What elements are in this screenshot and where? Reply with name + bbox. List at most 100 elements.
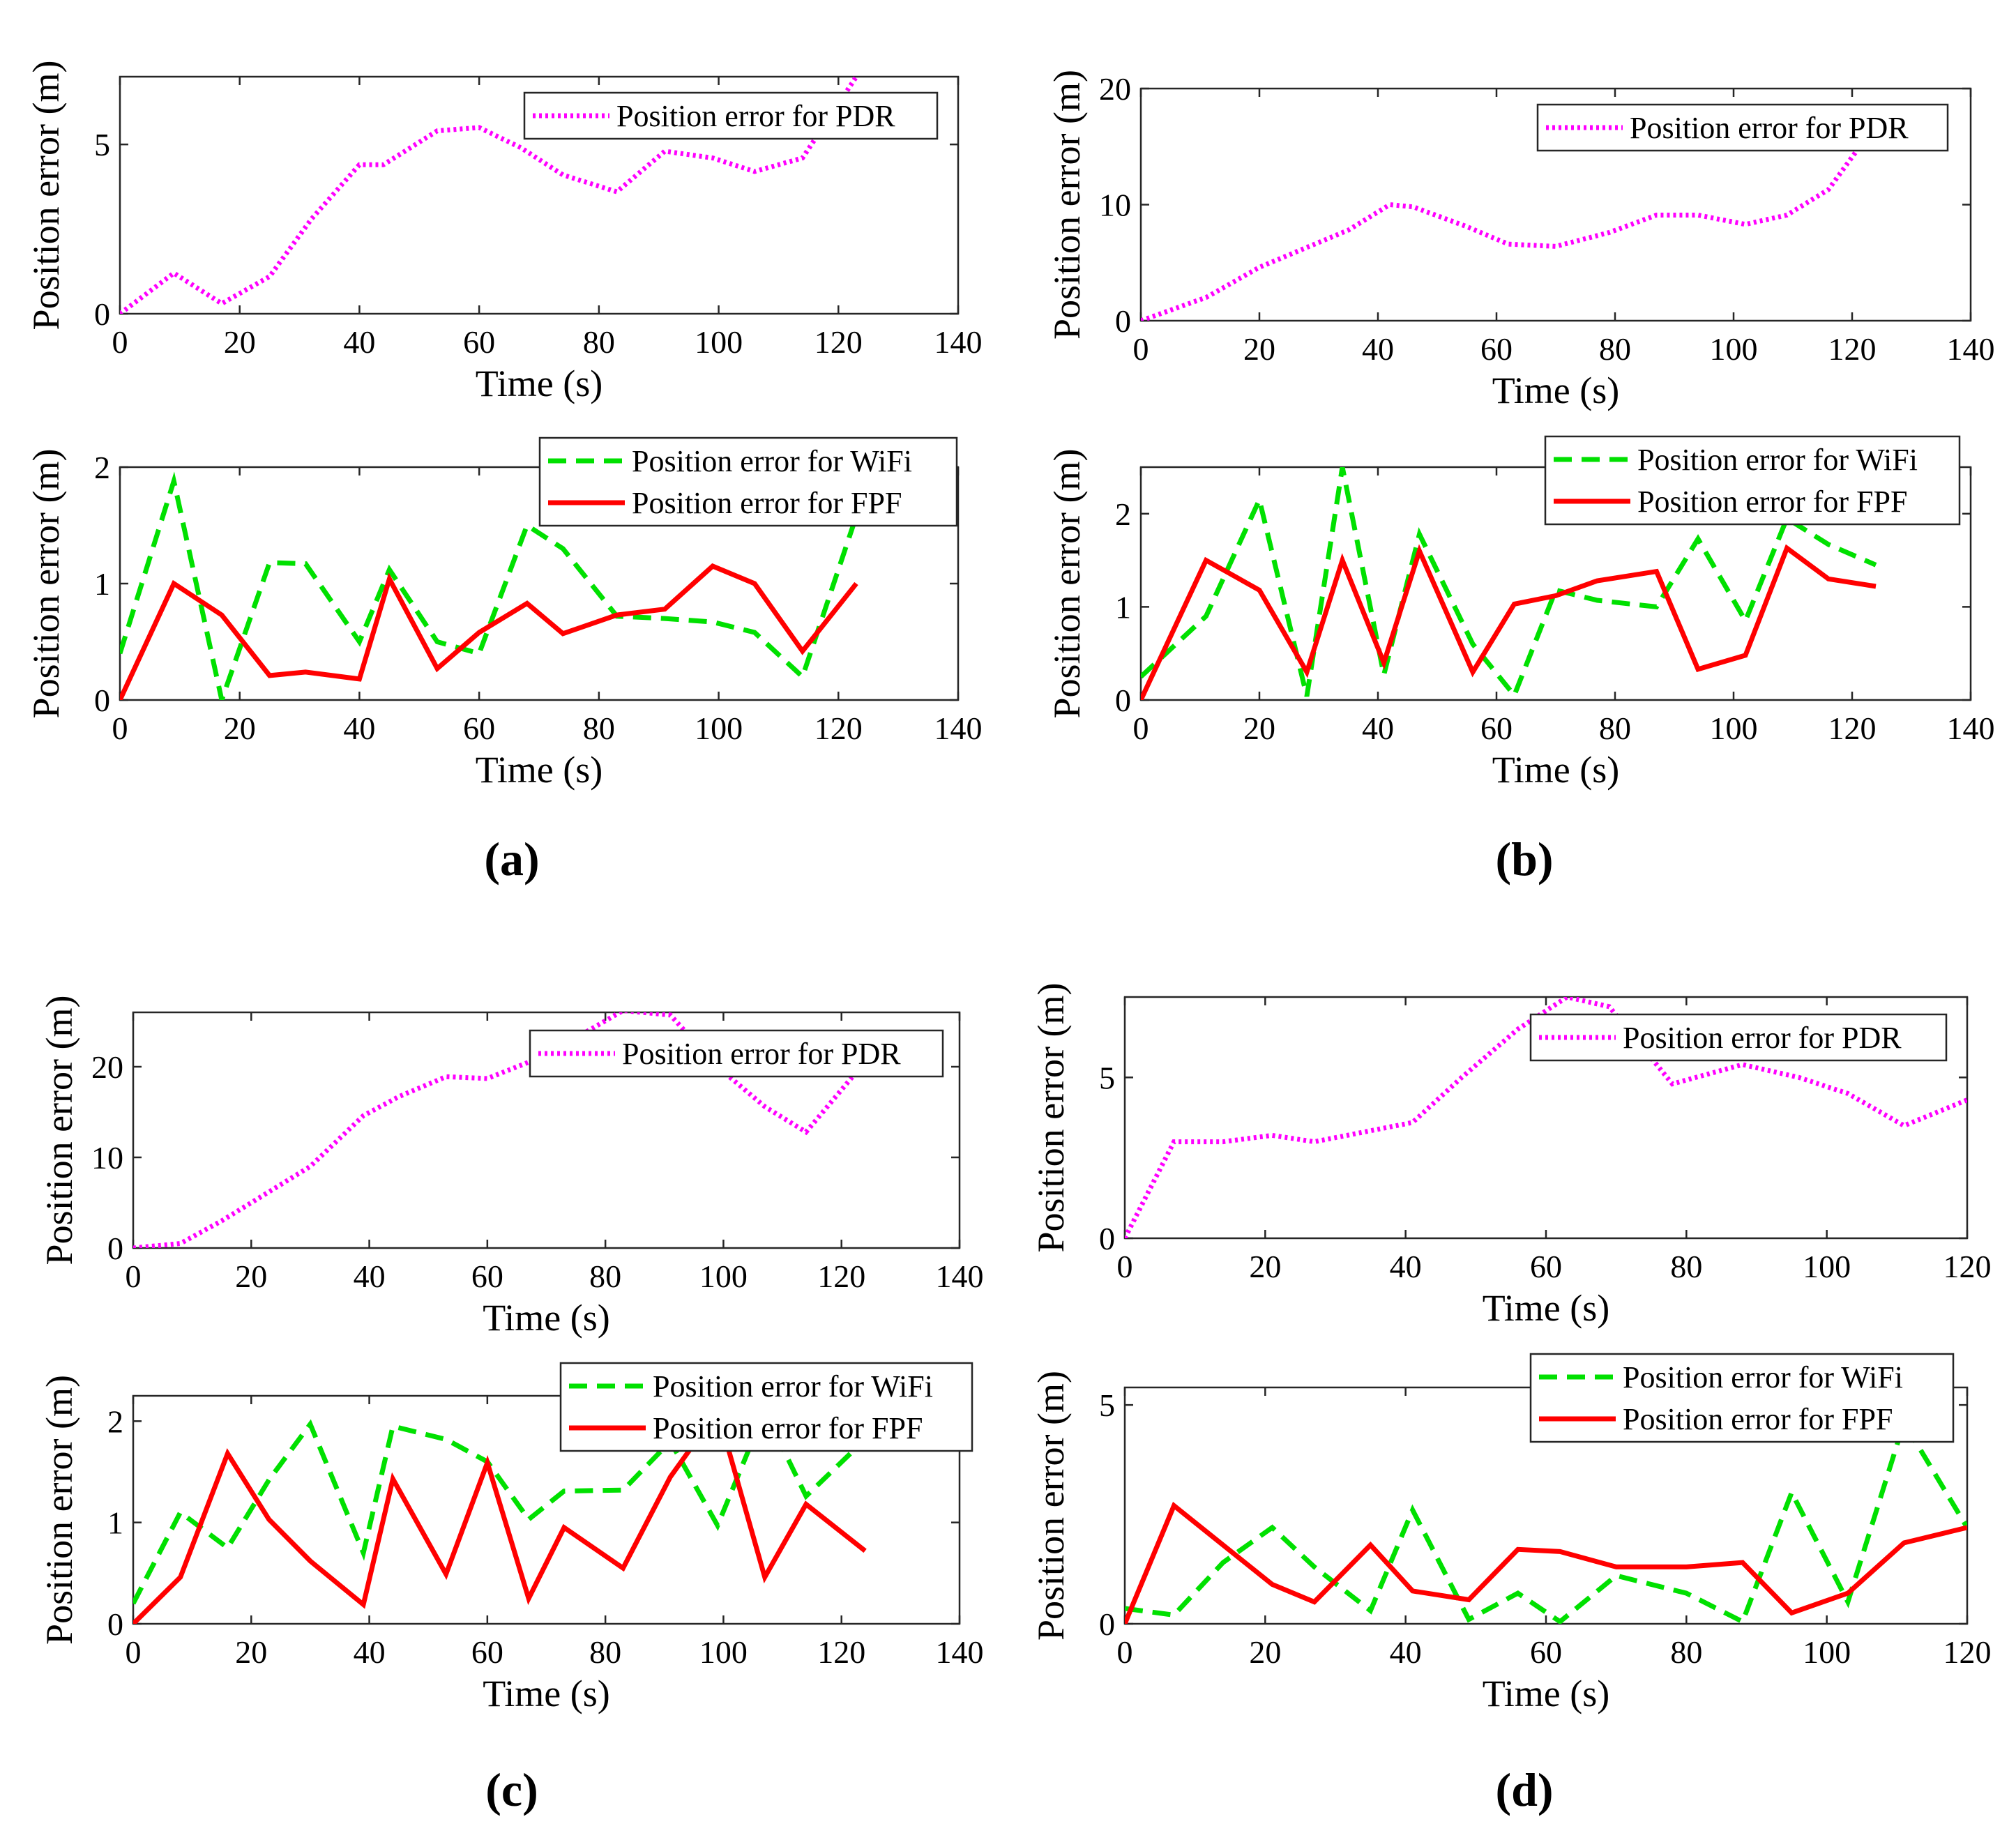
series-line-solid xyxy=(133,1405,867,1624)
series-line-dotted xyxy=(1125,997,1967,1238)
y-tick-label: 0 xyxy=(1099,1221,1115,1256)
chart-a-top: 0 20 40 60 80 100 120 140 0 5 Time (s) Position err… xyxy=(25,61,983,404)
series-line-dotted xyxy=(120,77,858,314)
legend: Position error for PDR xyxy=(1536,103,1949,152)
x-tick-label: 100 xyxy=(695,710,743,746)
panel-label-c: (c) xyxy=(485,1763,538,1816)
y-axis-label: Position error (m) xyxy=(25,449,67,719)
x-tick-label: 40 xyxy=(343,324,375,360)
y-tick-label: 1 xyxy=(94,566,110,602)
x-tick-label: 120 xyxy=(1943,1634,1992,1670)
x-axis-label: Time (s) xyxy=(1483,1287,1610,1329)
chart-b-bottom: 0 20 40 60 80 100 120 140 0 1 2 Time (s) Position er… xyxy=(1046,435,1995,791)
x-tick-label: 20 xyxy=(224,324,256,360)
legend-entry-label: Position error for WiFi xyxy=(653,1369,933,1403)
legend-entry-label: Position error for WiFi xyxy=(632,444,912,478)
x-tick-label: 0 xyxy=(1133,710,1149,746)
x-tick-label: 40 xyxy=(1390,1249,1422,1284)
y-tick-label: 2 xyxy=(94,450,110,485)
y-tick-label: 10 xyxy=(91,1140,123,1176)
x-tick-label: 0 xyxy=(112,324,128,360)
x-tick-label: 80 xyxy=(1599,710,1631,746)
x-tick-label: 60 xyxy=(471,1634,503,1670)
legend-entry-label: Position error for WiFi xyxy=(1637,443,1918,477)
x-axis-label: Time (s) xyxy=(476,363,603,404)
y-axis-label: Position error (m) xyxy=(1030,983,1072,1253)
x-tick-label: 120 xyxy=(817,1258,865,1294)
legend-entry-label: Position error for PDR xyxy=(1623,1021,1902,1055)
x-tick-label: 100 xyxy=(1803,1249,1851,1284)
legend-entry-label: Position error for PDR xyxy=(622,1037,901,1071)
legend: Position error for WiFi Position error fo… xyxy=(538,436,958,527)
legend: Position error for PDR xyxy=(529,1029,944,1078)
x-tick-label: 20 xyxy=(235,1258,267,1294)
x-tick-label: 140 xyxy=(934,710,983,746)
y-axis-label: Position error (m) xyxy=(1046,70,1088,340)
legend-entry-label: Position error for FPF xyxy=(632,486,902,520)
x-tick-label: 40 xyxy=(343,710,375,746)
axes-box xyxy=(119,75,960,315)
x-tick-label: 120 xyxy=(817,1634,865,1670)
x-tick-label: 0 xyxy=(1117,1249,1133,1284)
x-tick-label: 100 xyxy=(699,1258,748,1294)
legend: Position error for WiFi Position error fo… xyxy=(559,1362,973,1452)
x-axis-label: Time (s) xyxy=(1492,370,1620,411)
x-tick-label: 140 xyxy=(1947,710,1995,746)
x-tick-label: 0 xyxy=(126,1634,142,1670)
x-tick-label: 100 xyxy=(1803,1634,1851,1670)
x-tick-label: 120 xyxy=(1943,1249,1992,1284)
legend-box xyxy=(559,1362,973,1452)
chart-c-bottom: 0 20 40 60 80 100 120 140 0 1 2 Time (s) Position er… xyxy=(38,1362,984,1714)
y-tick-label: 20 xyxy=(91,1049,123,1085)
y-tick-label: 5 xyxy=(1099,1060,1115,1095)
x-tick-label: 40 xyxy=(354,1258,386,1294)
x-tick-label: 100 xyxy=(695,324,743,360)
y-tick-label: 5 xyxy=(94,127,110,162)
legend: Position error for PDR xyxy=(523,91,939,140)
x-tick-label: 40 xyxy=(1362,331,1394,367)
x-axis-label: Time (s) xyxy=(483,1673,610,1714)
legend-entry-label: Position error for FPF xyxy=(653,1411,923,1445)
x-tick-label: 40 xyxy=(1362,710,1394,746)
y-tick-label: 0 xyxy=(107,1606,123,1642)
x-axis-label: Time (s) xyxy=(483,1297,610,1339)
y-tick-label: 20 xyxy=(1099,71,1131,107)
panel-label-b: (b) xyxy=(1495,832,1553,885)
x-tick-label: 60 xyxy=(463,324,495,360)
x-tick-label: 0 xyxy=(1133,331,1149,367)
x-tick-label: 20 xyxy=(235,1634,267,1670)
legend: Position error for WiFi Position error fo… xyxy=(1529,1353,1955,1443)
y-axis-label: Position error (m) xyxy=(38,996,80,1265)
x-tick-label: 140 xyxy=(1947,331,1995,367)
chart-d-top: 0 20 40 60 80 100 120 0 5 Time (s) Position error … xyxy=(1030,983,1992,1329)
x-tick-label: 60 xyxy=(1530,1249,1562,1284)
series-line-solid xyxy=(120,563,858,700)
x-tick-label: 140 xyxy=(934,324,983,360)
y-tick-label: 1 xyxy=(1115,589,1131,625)
legend-entry-label: Position error for PDR xyxy=(616,99,895,133)
x-tick-label: 100 xyxy=(1710,710,1758,746)
x-tick-label: 20 xyxy=(1243,710,1275,746)
x-axis-label: Time (s) xyxy=(1483,1673,1610,1714)
chart-b-top: 0 20 40 60 80 100 120 140 0 10 20 Time (s) Position … xyxy=(1046,70,1995,411)
y-tick-label: 5 xyxy=(1099,1387,1115,1423)
y-tick-label: 2 xyxy=(107,1403,123,1439)
x-tick-label: 60 xyxy=(471,1258,503,1294)
x-tick-label: 120 xyxy=(1828,710,1877,746)
series-line-solid xyxy=(1141,544,1877,700)
x-tick-label: 0 xyxy=(126,1258,142,1294)
x-tick-label: 60 xyxy=(1530,1634,1562,1670)
legend-box xyxy=(523,91,939,140)
legend-box xyxy=(1529,1353,1955,1443)
y-tick-label: 1 xyxy=(107,1505,123,1541)
x-tick-label: 100 xyxy=(699,1634,748,1670)
legend-entry-label: Position error for FPF xyxy=(1623,1402,1893,1436)
series-line-dashed xyxy=(1141,467,1877,700)
x-tick-label: 0 xyxy=(112,710,128,746)
x-tick-label: 60 xyxy=(1480,710,1513,746)
legend-box xyxy=(1536,103,1949,152)
x-tick-label: 40 xyxy=(1390,1634,1422,1670)
legend-box xyxy=(1529,1013,1948,1062)
x-tick-label: 20 xyxy=(224,710,256,746)
y-tick-label: 10 xyxy=(1099,188,1131,223)
